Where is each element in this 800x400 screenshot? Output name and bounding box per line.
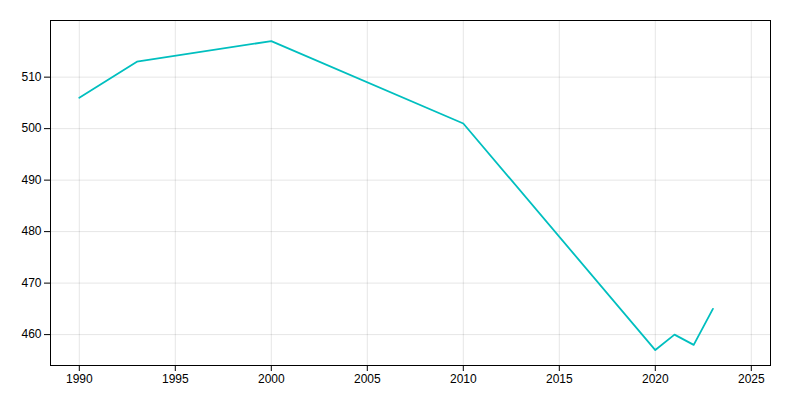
svg-text:490: 490	[21, 173, 41, 187]
svg-text:470: 470	[21, 276, 41, 290]
svg-text:1990: 1990	[66, 372, 93, 386]
svg-text:2015: 2015	[546, 372, 573, 386]
svg-text:2005: 2005	[354, 372, 381, 386]
svg-text:1995: 1995	[162, 372, 189, 386]
svg-text:2010: 2010	[450, 372, 477, 386]
svg-text:460: 460	[21, 327, 41, 341]
svg-text:480: 480	[21, 224, 41, 238]
svg-text:2020: 2020	[642, 372, 669, 386]
svg-text:2025: 2025	[738, 372, 765, 386]
svg-text:2000: 2000	[258, 372, 285, 386]
svg-text:500: 500	[21, 121, 41, 135]
svg-text:510: 510	[21, 70, 41, 84]
